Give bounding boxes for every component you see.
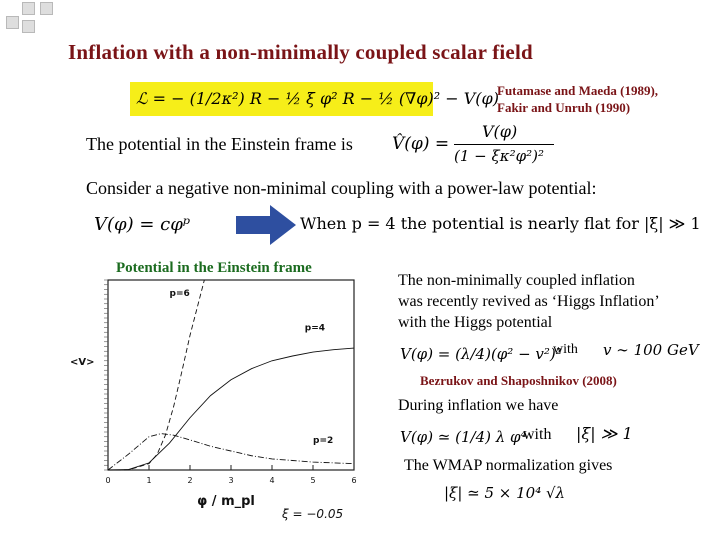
power-law-equation: V(φ) = cφᵖ xyxy=(94,214,191,235)
plot-title: Potential in the Einstein frame xyxy=(116,260,312,276)
wmap-equation: |ξ| ≃ 5 × 10⁴ √λ xyxy=(444,484,566,502)
curve-label: p=6 xyxy=(170,289,190,299)
einstein-eq-numerator: V(φ) xyxy=(482,122,518,141)
curve-label: p=4 xyxy=(305,324,325,334)
xi-annotation: ξ = −0.05 xyxy=(281,507,343,521)
higgs-line-2: was recently revived as ‘Higgs Inflation… xyxy=(398,293,660,310)
decor-square-3 xyxy=(6,16,19,29)
x-axis-label: φ / m_pl xyxy=(197,494,255,509)
higgs-line-3: with the Higgs potential xyxy=(398,314,553,331)
wmap-text: The WMAP normalization gives xyxy=(404,457,613,474)
x-tick-label: 1 xyxy=(146,476,151,485)
series-line-p2 xyxy=(107,433,355,471)
fraction-bar xyxy=(454,144,554,145)
reference-futamase: Futamase and Maeda (1989), xyxy=(497,83,659,98)
right-arrow-icon xyxy=(236,205,296,245)
x-tick-label: 2 xyxy=(187,476,192,485)
higgs-text: The non-minimally coupled inflation was … xyxy=(398,270,660,333)
x-tick-label: 3 xyxy=(228,476,233,485)
decor-square-1 xyxy=(22,2,35,15)
higgs-potential-equation: V(φ) = (λ/4)(φ² − v²)² xyxy=(400,345,562,363)
inflation-potential-equation: V(φ) ≃ (1/4) λ φ⁴ xyxy=(400,428,527,446)
einstein-eq-denominator: (1 − ξκ²φ²)² xyxy=(454,147,544,165)
lagrangian-equation: ℒ = − (1/2κ²) R − ½ ξ φ² R − ½ (∇φ)² − V… xyxy=(136,89,499,108)
with-label-1: with xyxy=(553,342,578,357)
consider-text: Consider a negative non-minimal coupling… xyxy=(86,178,597,198)
einstein-eq-lhs: V̂(φ) = xyxy=(392,134,450,154)
with-label-2: with xyxy=(523,426,552,443)
einstein-frame-equation: V̂(φ) = V(φ) (1 − ξκ²φ²)² xyxy=(392,122,562,168)
reference-bezrukov: Bezrukov and Shaposhnikov (2008) xyxy=(420,373,617,388)
series-line-p4 xyxy=(107,347,355,471)
potential-chart: 0 1 2 3 4 5 6 φ / m_pl <V> ξ = −0.05 p=6 p=4 p=2 xyxy=(70,279,357,521)
slide-title: Inflation with a non-minimally coupled s… xyxy=(68,40,533,64)
x-tick-label: 4 xyxy=(269,476,274,485)
when-flat-text: When p = 4 the potential is nearly flat … xyxy=(300,214,701,233)
curve-label: p=2 xyxy=(313,436,333,446)
einstein-frame-text: The potential in the Einstein frame is xyxy=(86,134,353,154)
v-value-equation: v ∼ 100 GeV xyxy=(603,341,699,359)
references-top: Futamase and Maeda (1989), Fakir and Unr… xyxy=(497,82,658,116)
x-tick-label: 6 xyxy=(351,476,356,485)
x-tick-label: 5 xyxy=(310,476,315,485)
xi-large-equation: |ξ| ≫ 1 xyxy=(576,424,633,443)
higgs-line-1: The non-minimally coupled inflation xyxy=(398,272,635,289)
decor-square-4 xyxy=(22,20,35,33)
during-inflation-text: During inflation we have xyxy=(398,397,559,414)
reference-fakir: Fakir and Unruh (1990) xyxy=(497,100,631,115)
lagrangian-box: ℒ = − (1/2κ²) R − ½ ξ φ² R − ½ (∇φ)² − V… xyxy=(130,82,499,116)
x-tick-label: 0 xyxy=(105,476,110,485)
series-line-p6 xyxy=(107,279,205,471)
y-axis-label: <V> xyxy=(70,357,95,368)
decor-square-2 xyxy=(40,2,53,15)
